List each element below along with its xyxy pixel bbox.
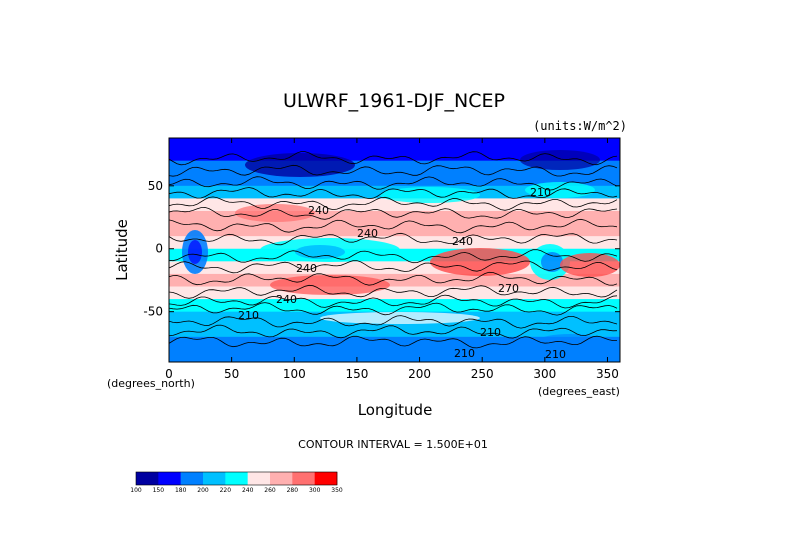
x-tick-label: 150 bbox=[345, 367, 368, 381]
colorbar-tick-label: 200 bbox=[197, 487, 209, 494]
warm-pool-core-patch bbox=[295, 245, 345, 259]
x-tick-label: 0 bbox=[165, 367, 173, 381]
x-tick-label: 50 bbox=[224, 367, 239, 381]
contour-line bbox=[169, 260, 618, 274]
contour-line bbox=[169, 271, 618, 286]
antarctic-patch bbox=[540, 334, 600, 346]
contour-line bbox=[169, 324, 618, 339]
y-tick-label: -50 bbox=[143, 305, 163, 319]
colorbar-swatch bbox=[270, 472, 293, 485]
colorbar-frame bbox=[135, 471, 338, 486]
contour-line bbox=[169, 284, 618, 299]
colorbar-swatch bbox=[180, 472, 204, 485]
contour-line bbox=[169, 164, 618, 177]
zonal-band bbox=[169, 173, 620, 187]
contour-interval-note: CONTOUR INTERVAL = 1.500E+01 bbox=[298, 438, 488, 451]
contour-label: 240 bbox=[357, 227, 378, 240]
contour-label: 210 bbox=[545, 348, 566, 361]
africa-core-patch bbox=[188, 240, 202, 264]
contour-label: 240 bbox=[452, 235, 473, 248]
colorbar-tick-label: 260 bbox=[264, 487, 276, 494]
zonal-band bbox=[169, 336, 620, 350]
y-axis-label: Latitude bbox=[113, 219, 131, 281]
x-axis-ticks: 0 50 100 150 200 250 300 350 bbox=[165, 138, 619, 381]
contour-line bbox=[169, 335, 618, 349]
colorbar-swatch bbox=[203, 472, 226, 485]
colorbar-swatch bbox=[225, 472, 248, 485]
contour-label: 240 bbox=[308, 204, 329, 217]
contour-line bbox=[169, 196, 618, 211]
colorbar: 100 150 180 200 220 240 260 280 300 350 bbox=[130, 471, 343, 494]
y-tick-label: 50 bbox=[148, 179, 163, 193]
colorbar-swatch bbox=[136, 472, 159, 485]
contour-line bbox=[169, 294, 618, 309]
colorbar-tick-label: 350 bbox=[331, 487, 343, 494]
contour-line bbox=[169, 232, 618, 246]
south-subtropic-warm-patch bbox=[270, 275, 390, 295]
contour-label: 210 bbox=[454, 347, 475, 360]
contour-labels: 240 240 240 210 210 210 210 240 240 210 … bbox=[238, 186, 566, 361]
east-pacific-warm-patch bbox=[430, 248, 530, 276]
x-tick-label: 200 bbox=[408, 367, 431, 381]
contour-label: 210 bbox=[238, 309, 259, 322]
contour-label: 240 bbox=[296, 262, 317, 275]
contour-lines bbox=[169, 151, 618, 349]
zonal-band bbox=[169, 138, 620, 149]
contour-label: 270 bbox=[498, 282, 519, 295]
southern-ocean-white-patch bbox=[320, 312, 480, 324]
colorbar-tick-label: 220 bbox=[220, 487, 232, 494]
colorbar-tick-label: 150 bbox=[153, 487, 165, 494]
contour-line bbox=[169, 218, 618, 234]
contour-label: 210 bbox=[480, 326, 501, 339]
zonal-band bbox=[169, 223, 620, 237]
chart-title: ULWRF_1961-DJF_NCEP bbox=[283, 90, 505, 112]
plot-area: 240 240 240 210 210 210 210 240 240 210 … bbox=[169, 138, 620, 362]
contour-line bbox=[169, 302, 618, 316]
colorbar-swatch bbox=[247, 472, 271, 485]
contour-line bbox=[169, 176, 618, 191]
contour-line bbox=[169, 315, 618, 329]
colorbar-tick-label: 240 bbox=[242, 487, 254, 494]
contour-line bbox=[169, 151, 618, 166]
colorbar-swatch bbox=[292, 472, 315, 485]
x-tick-label: 250 bbox=[471, 367, 494, 381]
south-america-core-patch bbox=[541, 252, 563, 272]
units-label: (units:W/m^2) bbox=[533, 119, 627, 133]
zonal-band bbox=[169, 324, 620, 338]
y-tick-label: 0 bbox=[155, 242, 163, 256]
plot-frame bbox=[168, 137, 621, 363]
x-tick-label: 350 bbox=[596, 367, 619, 381]
x-tick-label: 100 bbox=[283, 367, 306, 381]
colorbar-tick-label: 300 bbox=[309, 487, 321, 494]
atlantic-storm-patch bbox=[525, 182, 595, 198]
colorbar-tick-label: 180 bbox=[175, 487, 187, 494]
contour-line bbox=[169, 187, 618, 200]
x-axis-label: Longitude bbox=[358, 401, 433, 419]
siberia-cold-patch bbox=[245, 153, 355, 177]
contour-line bbox=[169, 249, 618, 264]
greenland-cold-patch bbox=[520, 150, 600, 170]
zonal-band bbox=[169, 286, 620, 300]
zonal-band bbox=[169, 349, 620, 362]
colorbar-swatch bbox=[158, 472, 181, 485]
contour-label: 240 bbox=[276, 293, 297, 306]
colorbar-swatch bbox=[314, 472, 338, 485]
y-unit-note: (degrees_north) bbox=[107, 377, 195, 390]
colorbar-tick-label: 100 bbox=[130, 487, 142, 494]
contour-label: 210 bbox=[530, 186, 551, 199]
colorbar-tick-label: 280 bbox=[287, 487, 299, 494]
contour-line bbox=[169, 206, 618, 220]
north-subtropic-warm-patch bbox=[235, 204, 315, 222]
x-unit-note: (degrees_east) bbox=[538, 385, 620, 398]
y-axis-ticks: 50 0 -50 bbox=[143, 179, 620, 319]
x-tick-label: 300 bbox=[533, 367, 556, 381]
